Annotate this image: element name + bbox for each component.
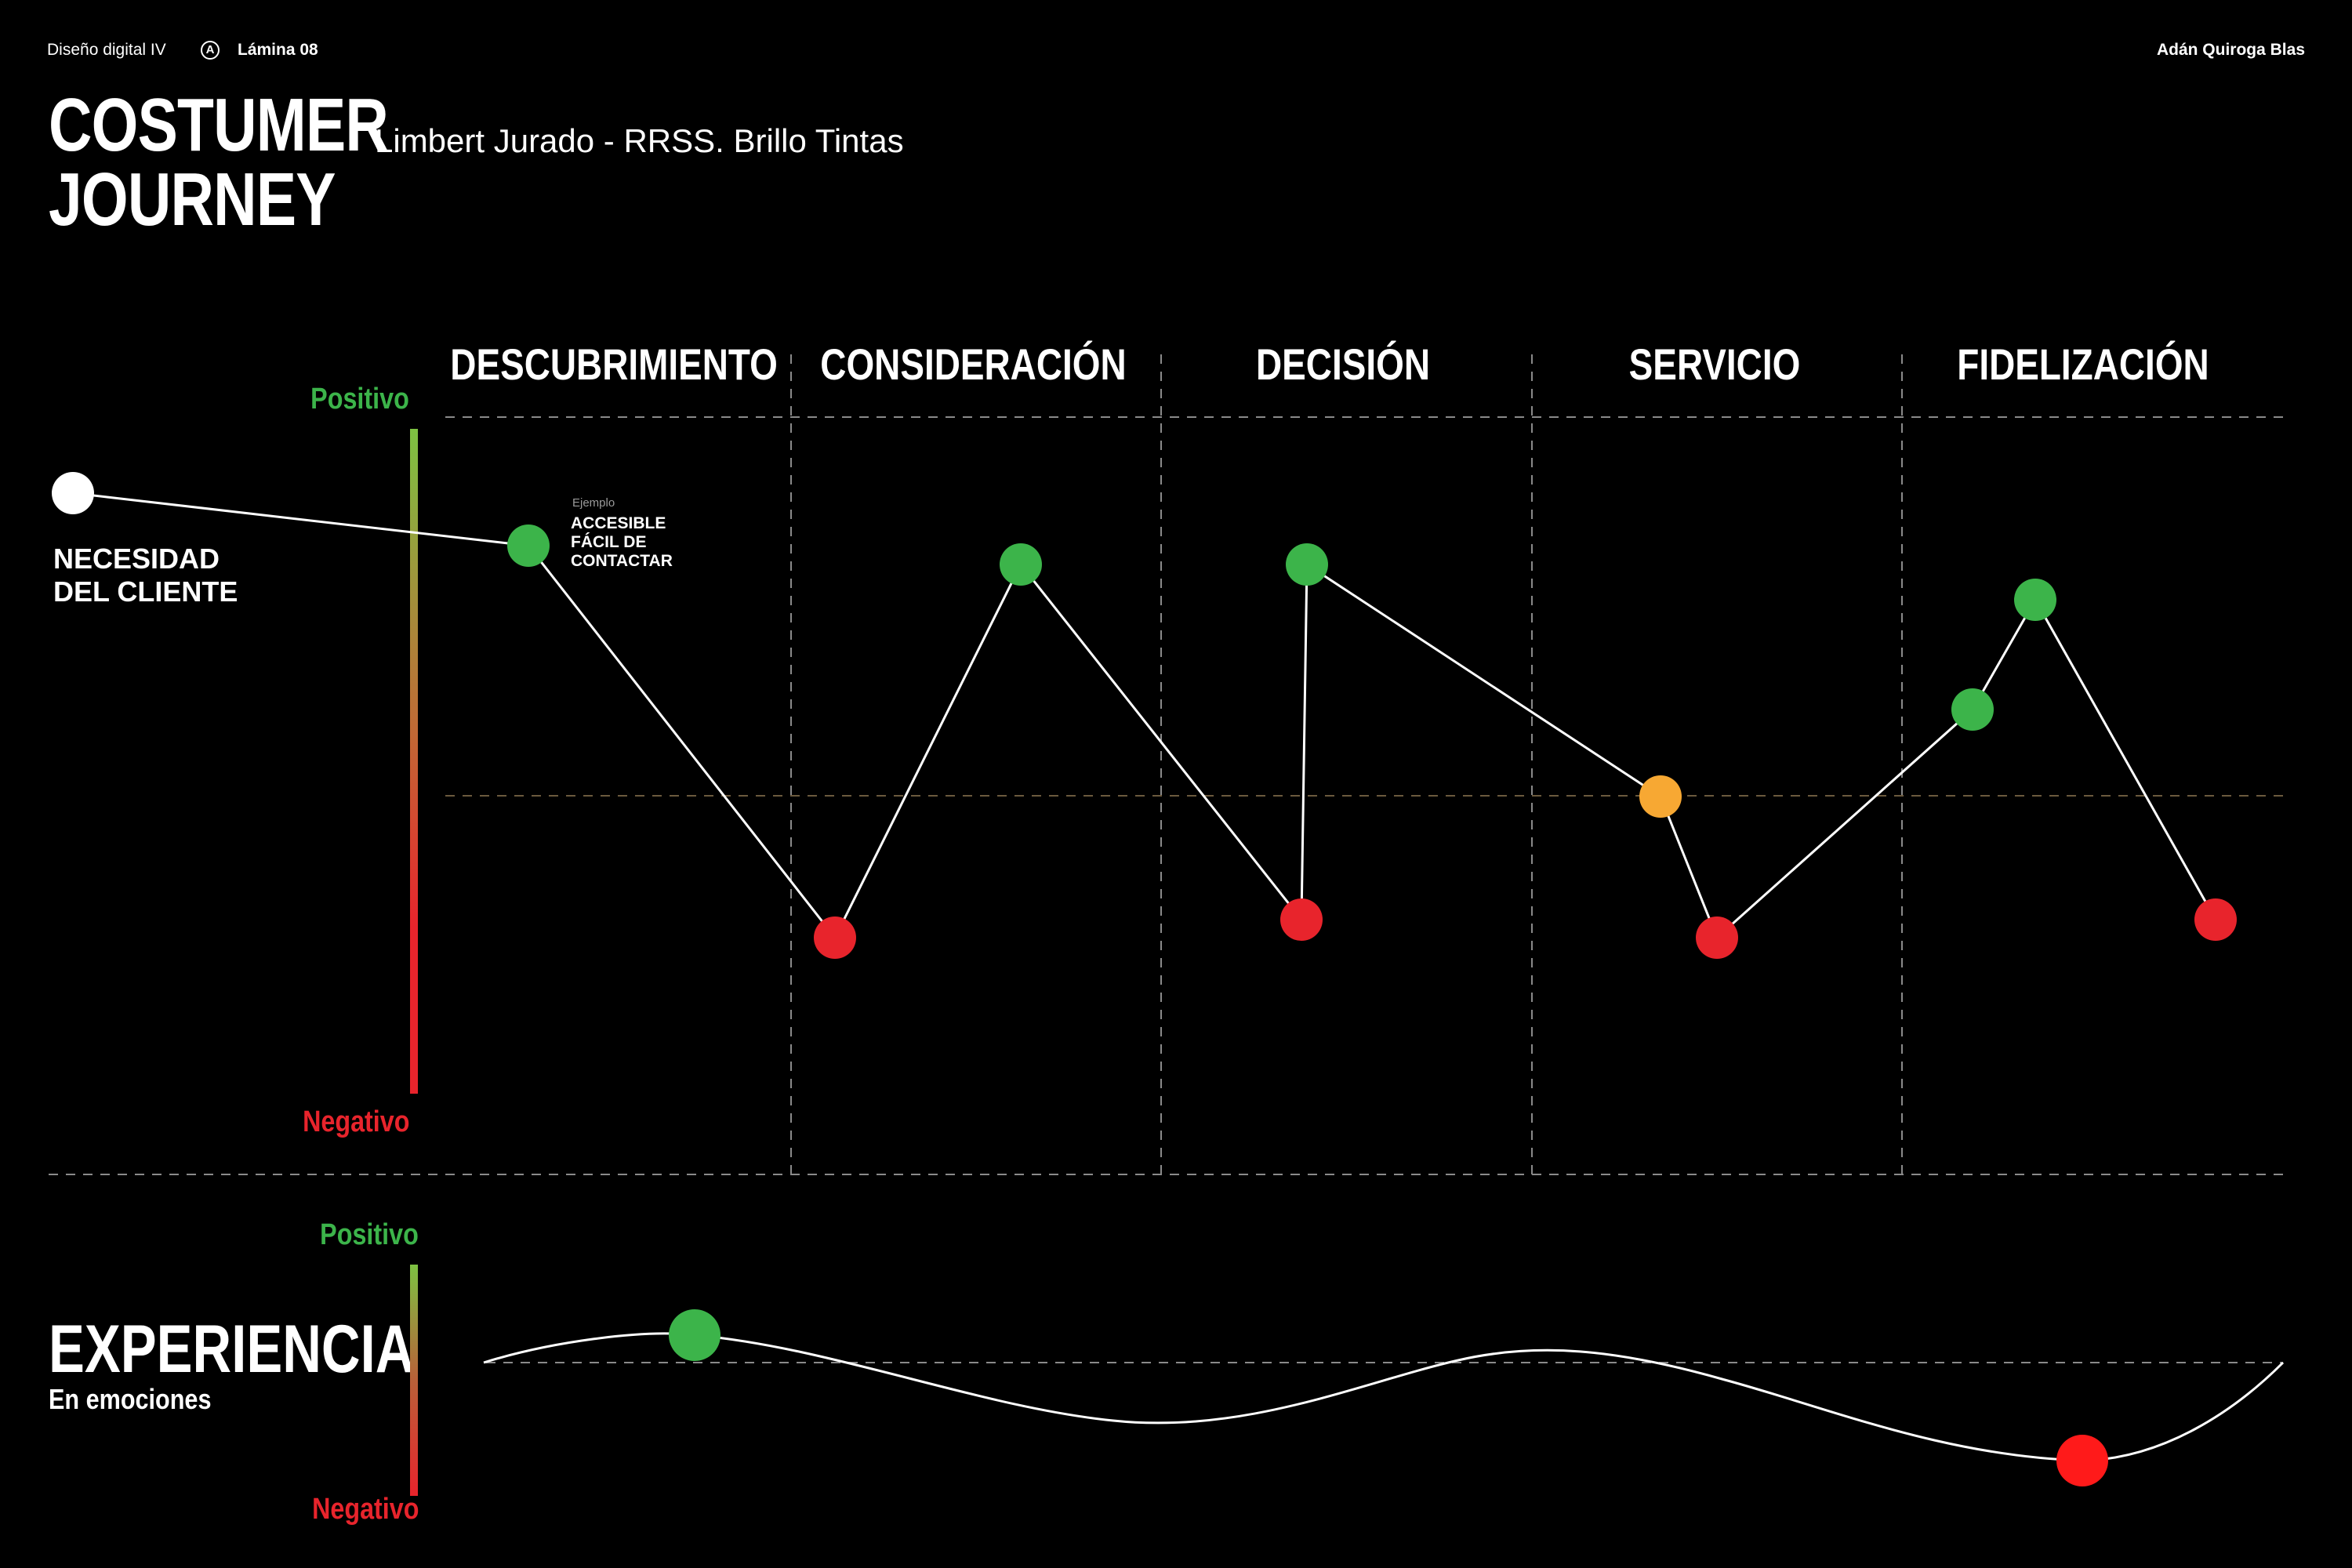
point-consideracion-positive <box>1000 543 1042 586</box>
point-servicio-neutral <box>1639 775 1682 818</box>
sheet-label: Lámina 08 <box>238 41 318 59</box>
stage-header-descubrimiento: DESCUBRIMIENTO <box>450 339 778 389</box>
point-servicio-negative <box>1696 916 1738 959</box>
experience-title: EXPERIENCIA <box>49 1312 415 1387</box>
journey-scale-negative-label: Negativo <box>302 1105 409 1138</box>
example-text-line1: ACCESIBLE <box>571 514 666 532</box>
point-decision-positive <box>1286 543 1328 586</box>
experience-trough-point <box>2056 1435 2108 1486</box>
point-descubrimiento-negative <box>814 916 856 959</box>
experience-scale-positive-label: Positivo <box>320 1218 419 1251</box>
example-annotation: ACCESIBLE FÁCIL DE CONTACTAR <box>571 514 673 571</box>
start-label-line2: DEL CLIENTE <box>53 575 238 608</box>
point-decision-negative <box>1280 898 1323 941</box>
logo-icon: A <box>201 41 220 60</box>
experience-scale-bar <box>410 1265 418 1496</box>
start-label-line1: NECESIDAD <box>53 543 220 575</box>
point-descubrimiento-positive <box>507 524 550 567</box>
course-name: Diseño digital IV <box>47 41 166 59</box>
stage-header-decision: DECISIÓN <box>1256 339 1430 389</box>
stage-header-consideracion: CONSIDERACIÓN <box>820 339 1127 389</box>
page-title-line2: JOURNEY <box>49 158 336 241</box>
page-subtitle: Limbert Jurado - RRSS. Brillo Tintas <box>375 122 904 159</box>
experience-peak-point <box>669 1309 720 1361</box>
experience-scale-negative-label: Negativo <box>311 1493 419 1526</box>
stage-header-fidelizacion: FIDELIZACIÓN <box>1957 339 2209 389</box>
example-text-line3: CONTACTAR <box>571 552 673 570</box>
page-title-line1: COSTUMER <box>49 83 389 167</box>
journey-scale-bar <box>410 429 418 1094</box>
journey-line <box>72 492 2217 940</box>
experience-wave <box>483 1332 2285 1462</box>
point-start <box>52 472 94 514</box>
example-text-line2: FÁCIL DE <box>571 533 647 551</box>
point-fidelizacion-positive-2 <box>2014 579 2056 621</box>
point-fidelizacion-positive-1 <box>1951 688 1994 731</box>
example-label: Ejemplo <box>572 496 615 510</box>
author-name: Adán Quiroga Blas <box>2156 41 2305 59</box>
stage-header-servicio: SERVICIO <box>1628 339 1801 389</box>
journey-scale-positive-label: Positivo <box>310 383 409 416</box>
point-fidelizacion-negative <box>2194 898 2237 941</box>
start-label: NECESIDAD DEL CLIENTE <box>53 543 238 608</box>
experience-subtitle: En emociones <box>49 1383 212 1415</box>
